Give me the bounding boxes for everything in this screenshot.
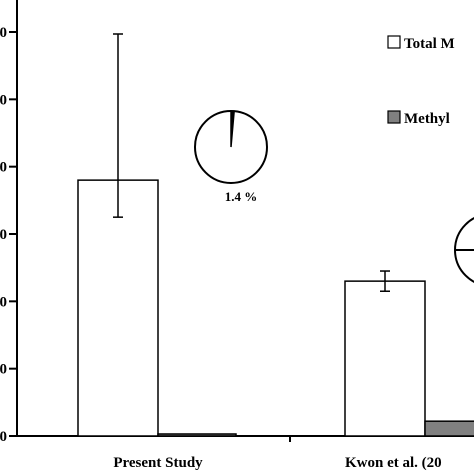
y-tick-label-1: 100 [0,362,7,378]
legend: Total M Methyl [387,35,455,127]
bar-methyl-0 [157,433,237,437]
pie-slice-0 [230,110,235,148]
y-tick-label-6: 600 [0,25,7,41]
y-tick-label-0: 0 [0,429,7,445]
bar-total-0 [77,179,159,437]
y-tick-label-3: 300 [0,227,7,243]
category-labels: Present Study Kwon et al. (20 [113,455,441,471]
pie-annotations: 1.4 % [194,110,474,283]
pie-label-0: 1.4 % [225,189,258,204]
category-label-1: Kwon et al. (20 [345,455,442,471]
y-tick-label-2: 200 [0,294,7,310]
legend-swatch-1 [387,110,401,124]
bars [77,179,474,437]
legend-label-0: Total M [404,36,455,52]
y-tick-label-4: 400 [0,160,7,176]
legend-swatch-0 [387,35,401,49]
error-bars [113,33,390,292]
category-label-0: Present Study [113,455,203,471]
bar-total-1 [344,280,426,437]
legend-label-1: Methyl [404,111,450,127]
y-tick-label-5: 500 [0,92,7,108]
bar-methyl-1 [424,420,474,437]
